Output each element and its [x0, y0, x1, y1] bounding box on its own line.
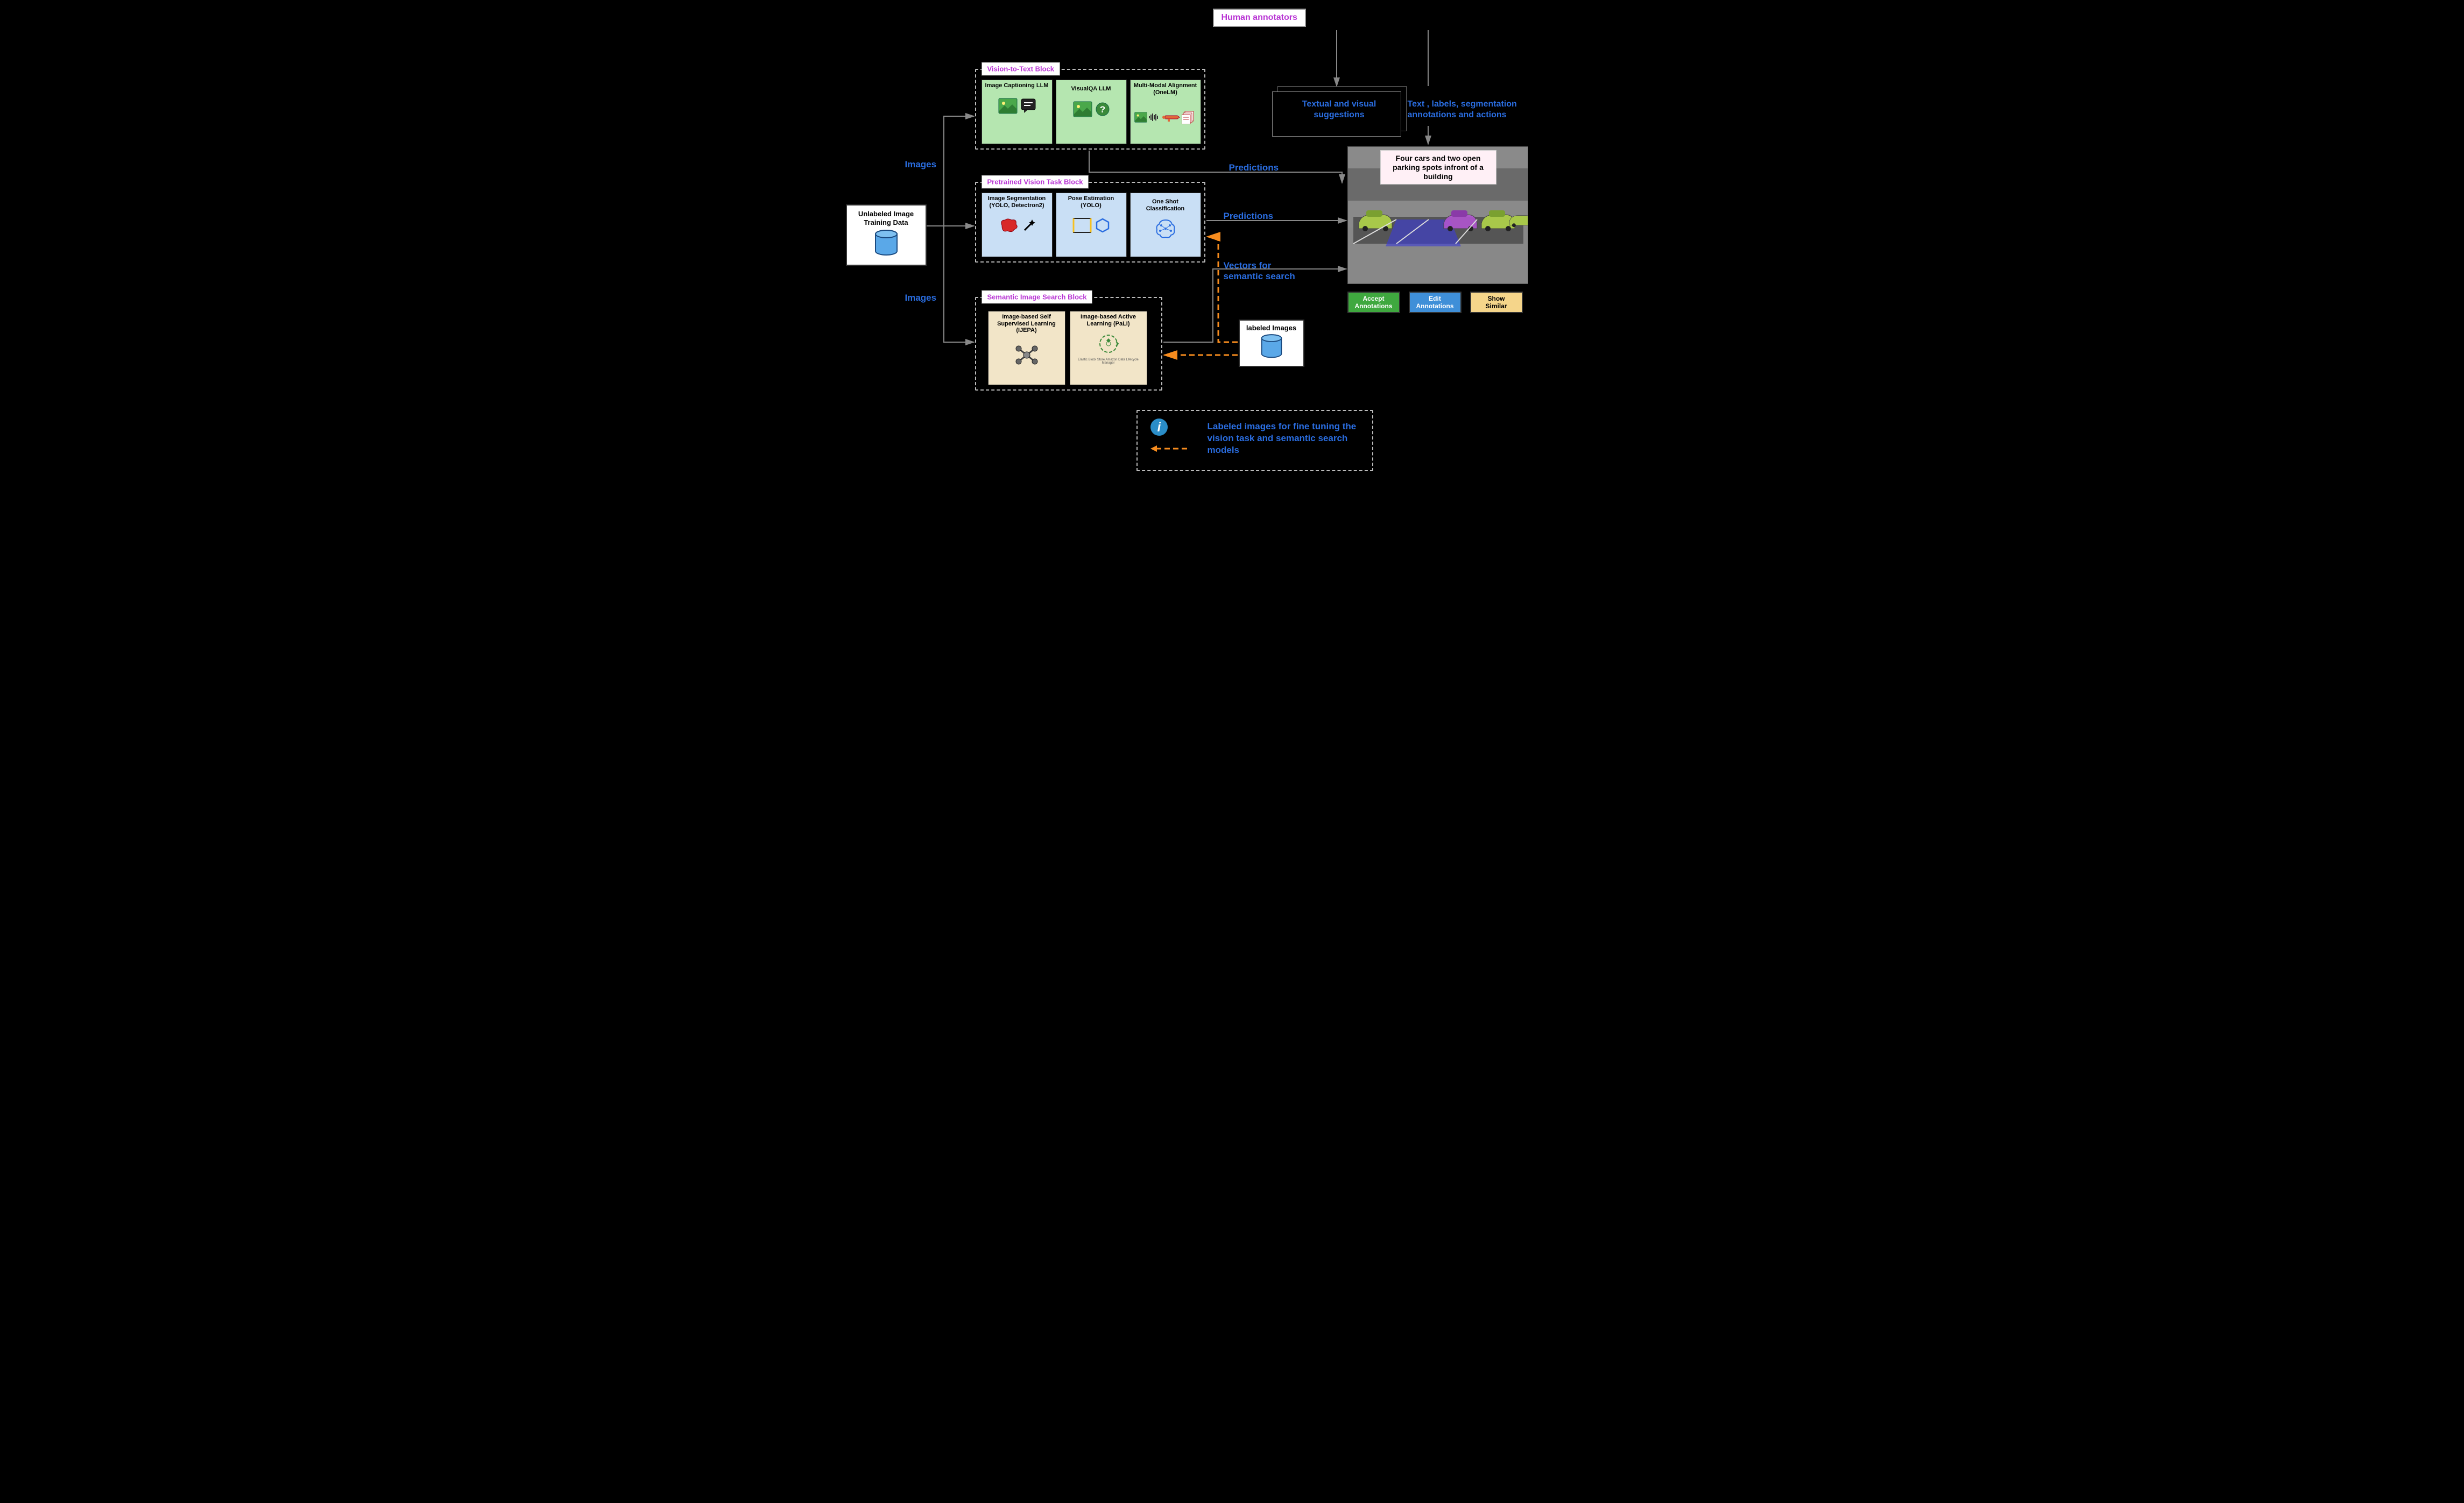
lifecycle-icon — [1097, 332, 1120, 356]
pretrained-block-title: Pretrained Vision Task Block — [982, 175, 1089, 189]
segmentation-card: Image Segmentation (YOLO, Detectron2) — [982, 193, 1053, 257]
actions-label: Text , labels, segmentation annotations … — [1408, 99, 1537, 120]
legend-block: i Labeled images for fine tuning the vis… — [1136, 410, 1373, 471]
image-captioning-card: Image Captioning LLM — [982, 80, 1053, 144]
docs-icon — [1182, 110, 1197, 124]
info-icon: i — [1149, 417, 1169, 437]
multimodal-card: Multi-Modal Alignment (OneLM) — [1130, 80, 1201, 144]
visualqa-card: VisualQA LLM ? — [1056, 80, 1127, 144]
vision-to-text-block: Vision-to-Text Block Image Captioning LL… — [975, 69, 1205, 150]
bbox-icon — [1072, 217, 1092, 233]
svg-text:?: ? — [1099, 104, 1105, 115]
legend-text: Labeled images for fine tuning the visio… — [1208, 421, 1364, 456]
database-icon — [873, 230, 899, 259]
semantic-block: Semantic Image Search Block Image-based … — [975, 297, 1162, 391]
legend-arrow-icon — [1149, 443, 1187, 454]
raygun-icon — [1162, 112, 1181, 122]
pose-card: Pose Estimation (YOLO) — [1056, 193, 1127, 257]
predictions-label-2: Predictions — [1224, 211, 1274, 222]
hexagon-icon — [1095, 218, 1110, 233]
wand-icon — [1022, 218, 1036, 232]
image-icon — [1134, 112, 1147, 123]
predictions-label-1: Predictions — [1229, 162, 1279, 173]
brain-icon — [1154, 218, 1177, 239]
human-annotators-label: Human annotators — [1213, 9, 1306, 27]
edit-annotations-button[interactable]: Edit Annotations — [1409, 292, 1462, 313]
drone-icon — [1013, 343, 1040, 367]
image-icon — [998, 98, 1018, 114]
show-similar-button[interactable]: Show Similar — [1470, 292, 1523, 313]
image-icon — [1073, 101, 1092, 117]
v2t-block-title: Vision-to-Text Block — [982, 62, 1060, 76]
audio-icon — [1148, 113, 1161, 122]
accept-annotations-button[interactable]: Accept Annotations — [1347, 292, 1400, 313]
ijepa-card: Image-based Self Supervised Learning (IJ… — [988, 311, 1065, 385]
caption-box: Four cars and two open parking spots inf… — [1380, 150, 1496, 185]
database-icon — [1260, 334, 1283, 361]
labeled-images-box: labeled Images — [1239, 320, 1304, 367]
annotated-image-preview: Four cars and two open parking spots inf… — [1347, 146, 1528, 284]
images-label-1: Images — [905, 159, 937, 170]
oneshot-card: One Shot Classification — [1130, 193, 1201, 257]
blob-icon — [998, 217, 1019, 234]
chat-icon — [1021, 98, 1036, 114]
pretrained-block: Pretrained Vision Task Block Image Segme… — [975, 182, 1205, 263]
vectors-label: Vectors for semantic search — [1224, 260, 1310, 282]
suggestions-label-redraw: Textual and visual suggestions — [1294, 99, 1385, 120]
question-icon: ? — [1096, 102, 1110, 116]
unlabeled-data-box: Unlabeled Image Training Data — [846, 204, 927, 266]
images-label-2: Images — [905, 293, 937, 303]
semantic-block-title: Semantic Image Search Block — [982, 290, 1093, 304]
pali-card: Image-based Active Learning (PaLI) Elast… — [1070, 311, 1147, 385]
